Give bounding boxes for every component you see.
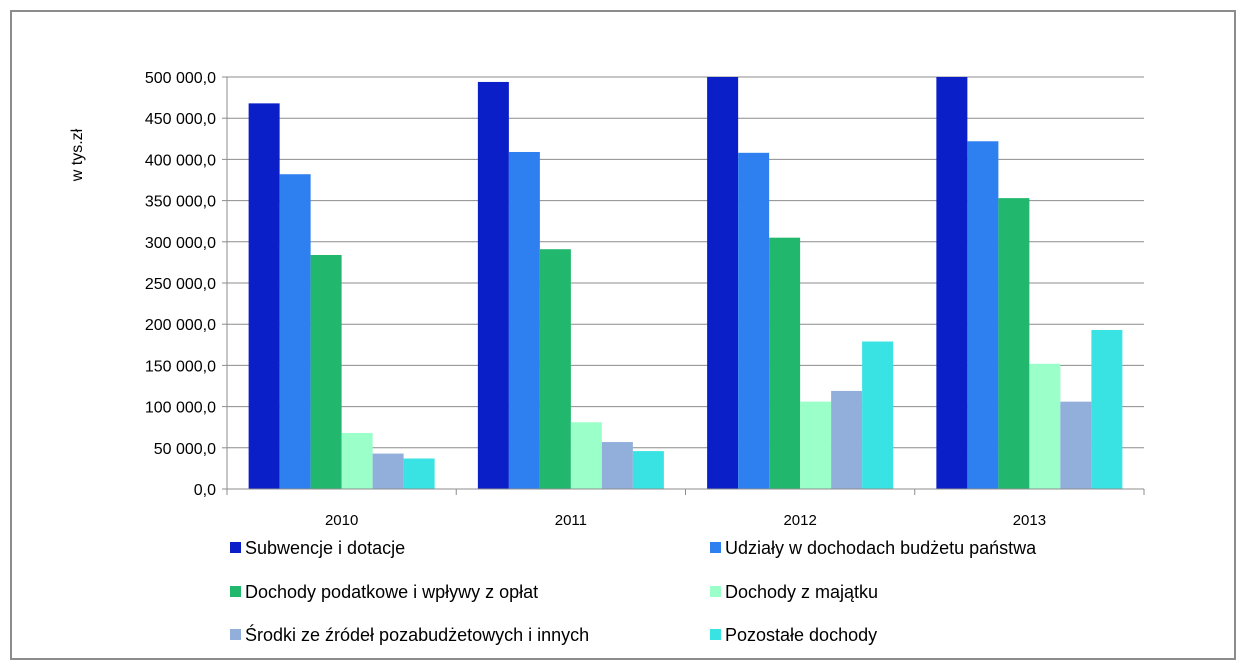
bar <box>862 342 893 489</box>
legend-swatch <box>710 586 721 597</box>
bar <box>540 249 571 489</box>
y-tick-label: 100 000,0 <box>145 400 216 417</box>
x-tick-label: 2012 <box>783 512 816 529</box>
bar <box>1091 330 1122 489</box>
bar <box>478 82 509 489</box>
bar <box>311 255 342 489</box>
bar <box>769 238 800 489</box>
x-tick-label: 2010 <box>325 512 358 529</box>
y-tick-label: 250 000,0 <box>145 276 216 293</box>
bar <box>707 77 738 489</box>
y-tick-label: 500 000,0 <box>145 70 216 87</box>
bar <box>831 391 862 489</box>
bar <box>373 454 404 489</box>
y-tick-label: 400 000,0 <box>145 152 216 169</box>
bar <box>571 422 602 489</box>
legend-swatch <box>710 629 721 640</box>
y-tick-label: 200 000,0 <box>145 317 216 334</box>
y-tick-label: 300 000,0 <box>145 235 216 252</box>
y-tick-label: 50 000,0 <box>154 441 216 458</box>
bar <box>998 198 1029 489</box>
bar <box>509 152 540 489</box>
bar <box>738 153 769 489</box>
bar <box>800 402 831 489</box>
legend-swatch <box>230 629 241 640</box>
bar <box>936 77 967 489</box>
bar <box>280 174 311 489</box>
y-tick-label: 450 000,0 <box>145 111 216 128</box>
bar <box>967 141 998 489</box>
y-tick-label: 150 000,0 <box>145 358 216 375</box>
bar <box>1060 402 1091 489</box>
y-axis-label: w tys.zł <box>69 128 86 182</box>
bar-chart: w tys.zł 0,0 50 000,0 100 000,0 150 000,0 20… <box>12 12 1238 662</box>
legend-swatch <box>710 542 721 553</box>
legend-label: Dochody z majątku <box>725 582 878 602</box>
x-tick-label: 2011 <box>555 512 587 529</box>
bar <box>404 459 435 489</box>
y-tick-label: 0,0 <box>194 482 216 499</box>
legend-label: Pozostałe dochody <box>725 625 877 645</box>
bar <box>602 442 633 489</box>
bar <box>633 451 664 489</box>
bar <box>342 433 373 489</box>
legend-label: Dochody podatkowe i wpływy z opłat <box>245 582 538 602</box>
bar <box>1029 364 1060 489</box>
legend-label: Środki ze źródeł pozabudżetowych i innyc… <box>245 624 589 645</box>
legend-swatch <box>230 586 241 597</box>
bar <box>249 103 280 489</box>
legend-label: Udziały w dochodach budżetu państwa <box>725 538 1037 558</box>
legend-swatch <box>230 542 241 553</box>
chart-frame: w tys.zł 0,0 50 000,0 100 000,0 150 000,0 20… <box>10 10 1236 660</box>
legend-label: Subwencje i dotacje <box>245 538 405 558</box>
x-tick-label: 2013 <box>1013 512 1046 529</box>
y-tick-label: 350 000,0 <box>145 194 216 211</box>
